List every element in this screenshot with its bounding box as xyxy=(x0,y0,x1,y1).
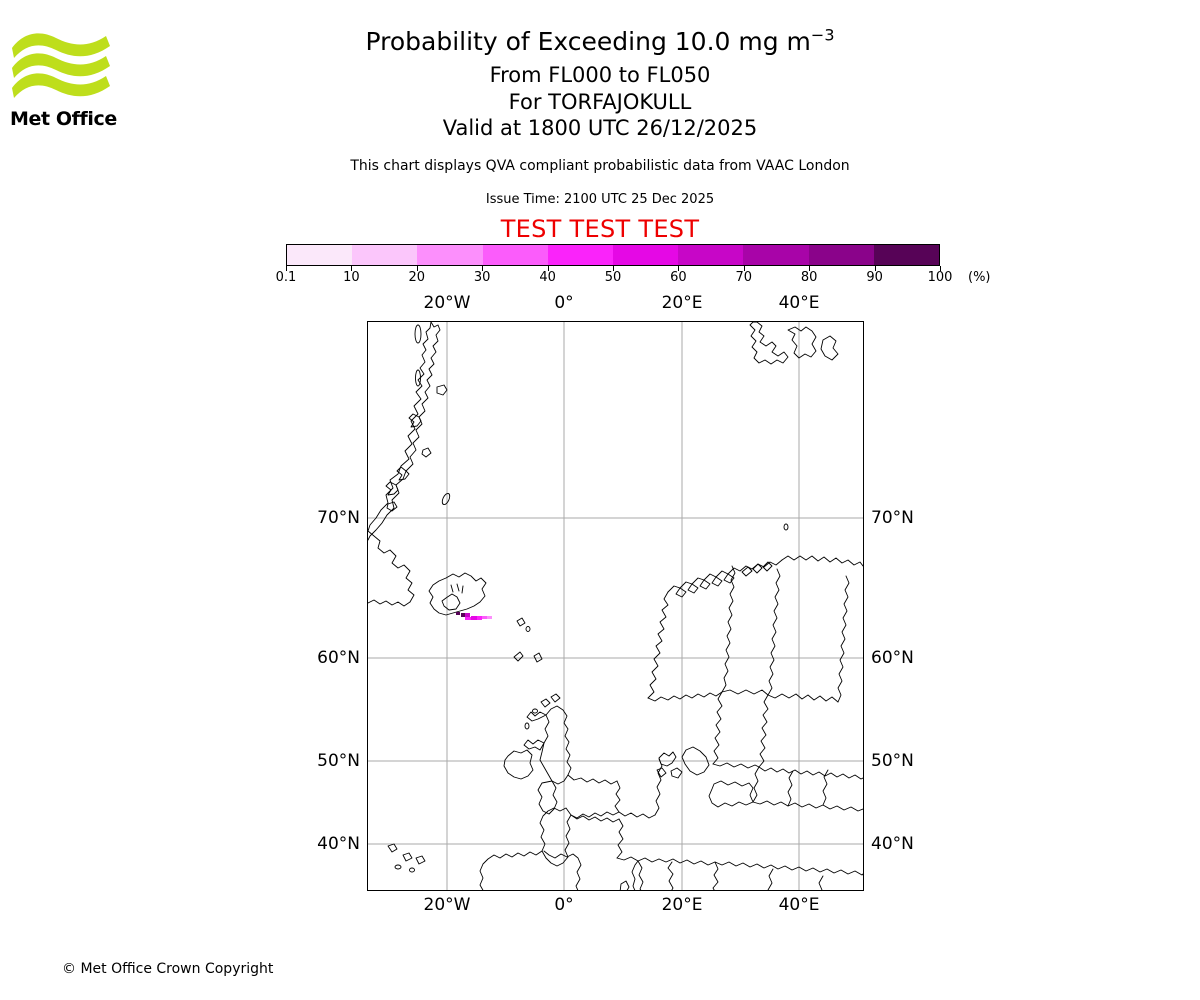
colorbar-tick-label-7: 70 xyxy=(735,270,753,285)
colorbar xyxy=(286,244,941,271)
qva-note: This chart displays QVA compliant probab… xyxy=(350,158,850,174)
lon-label-bottom-0: 0° xyxy=(554,895,574,915)
plume-cell-4 xyxy=(477,616,482,620)
met-office-logo: Met Office xyxy=(10,22,117,130)
lat-label-right-50n: 50°N xyxy=(871,751,914,771)
colorbar-tick-6 xyxy=(678,266,680,271)
colorbar-tick-5 xyxy=(613,266,614,271)
colorbar-units: (%) xyxy=(968,270,991,285)
plume-cell-6 xyxy=(487,616,492,619)
colorbar-tick-label-6: 60 xyxy=(670,270,687,285)
colorbar-tick-0 xyxy=(286,266,287,271)
ash-plume-overlay xyxy=(456,612,492,620)
colorbar-tick-label-10: 100 xyxy=(927,270,953,285)
colorbar-tick-label-5: 50 xyxy=(604,270,622,285)
colorbar-tick-label-0: 0.1 xyxy=(275,270,297,285)
lat-label-left-70n: 70°N xyxy=(317,508,360,528)
plume-cell-0 xyxy=(461,613,465,617)
colorbar-swatch-5 xyxy=(613,245,679,265)
lat-label-left-50n: 50°N xyxy=(317,751,360,771)
lat-label-left-40n: 40°N xyxy=(317,834,360,854)
colorbar-swatches xyxy=(286,244,940,266)
plume-cell-2 xyxy=(465,617,471,620)
colorbar-tick-label-2: 20 xyxy=(408,270,426,285)
plume-cell-7 xyxy=(456,612,460,615)
lon-label-top-20e: 20°E xyxy=(661,293,703,313)
plume-cell-5 xyxy=(482,616,487,619)
lon-label-bottom-40e: 40°E xyxy=(778,895,820,915)
lat-label-right-60n: 60°N xyxy=(871,648,914,668)
chart-title-exponent: −3 xyxy=(810,25,835,45)
colorbar-swatch-3 xyxy=(482,245,548,265)
test-banner: TEST TEST TEST xyxy=(500,215,700,243)
colorbar-swatch-2 xyxy=(417,245,483,265)
colorbar-swatch-0 xyxy=(287,245,353,265)
plume-cell-3 xyxy=(471,616,477,620)
colorbar-tick-10 xyxy=(940,266,941,271)
colorbar-tick-label-9: 90 xyxy=(866,270,883,285)
colorbar-tick-8 xyxy=(809,266,811,271)
colorbar-tick-label-1: 10 xyxy=(343,270,360,285)
flight-level-range: From FL000 to FL050 xyxy=(489,63,711,87)
chart-title: Probability of Exceeding 10.0 mg m−3 xyxy=(0,26,1200,58)
lon-label-top-20w: 20°W xyxy=(423,293,471,313)
lat-label-right-70n: 70°N xyxy=(871,508,914,528)
plume-cell-1 xyxy=(465,613,470,617)
colorbar-tick-label-4: 40 xyxy=(539,270,556,285)
colorbar-tick-1 xyxy=(351,266,353,271)
colorbar-tick-2 xyxy=(416,266,418,271)
valid-time: Valid at 1800 UTC 26/12/2025 xyxy=(442,116,758,140)
colorbar-tick-3 xyxy=(482,266,484,271)
colorbar-tick-4 xyxy=(547,266,549,271)
volcano-name: For TORFAJOKULL xyxy=(508,90,692,114)
copyright-notice: © Met Office Crown Copyright xyxy=(62,961,274,977)
map-graphic xyxy=(368,322,863,890)
lon-label-top-0: 0° xyxy=(554,293,574,313)
lon-label-bottom-20w: 20°W xyxy=(423,895,471,915)
lat-label-right-40n: 40°N xyxy=(871,834,914,854)
lon-label-top-40e: 40°E xyxy=(778,293,820,313)
chart-title-text: Probability of Exceeding 10.0 mg m xyxy=(365,27,811,56)
map-gridlines xyxy=(368,322,863,890)
colorbar-swatch-4 xyxy=(547,245,614,265)
issue-time: Issue Time: 2100 UTC 25 Dec 2025 xyxy=(485,192,715,207)
lon-label-bottom-20e: 20°E xyxy=(661,895,703,915)
colorbar-tick-label-8: 80 xyxy=(800,270,818,285)
lat-label-left-60n: 60°N xyxy=(317,648,360,668)
colorbar-swatch-6 xyxy=(678,245,744,265)
colorbar-tick-label-3: 30 xyxy=(473,270,491,285)
colorbar-swatch-7 xyxy=(743,245,809,265)
colorbar-tick-9 xyxy=(874,266,876,271)
colorbar-swatch-9 xyxy=(873,245,940,265)
map-coastlines xyxy=(368,322,863,890)
map-plot-area xyxy=(367,321,864,891)
colorbar-swatch-1 xyxy=(352,245,418,265)
logo-waves-icon xyxy=(12,33,110,98)
logo-text: Met Office xyxy=(10,108,117,130)
colorbar-swatch-8 xyxy=(808,245,874,265)
colorbar-tick-7 xyxy=(743,266,745,271)
